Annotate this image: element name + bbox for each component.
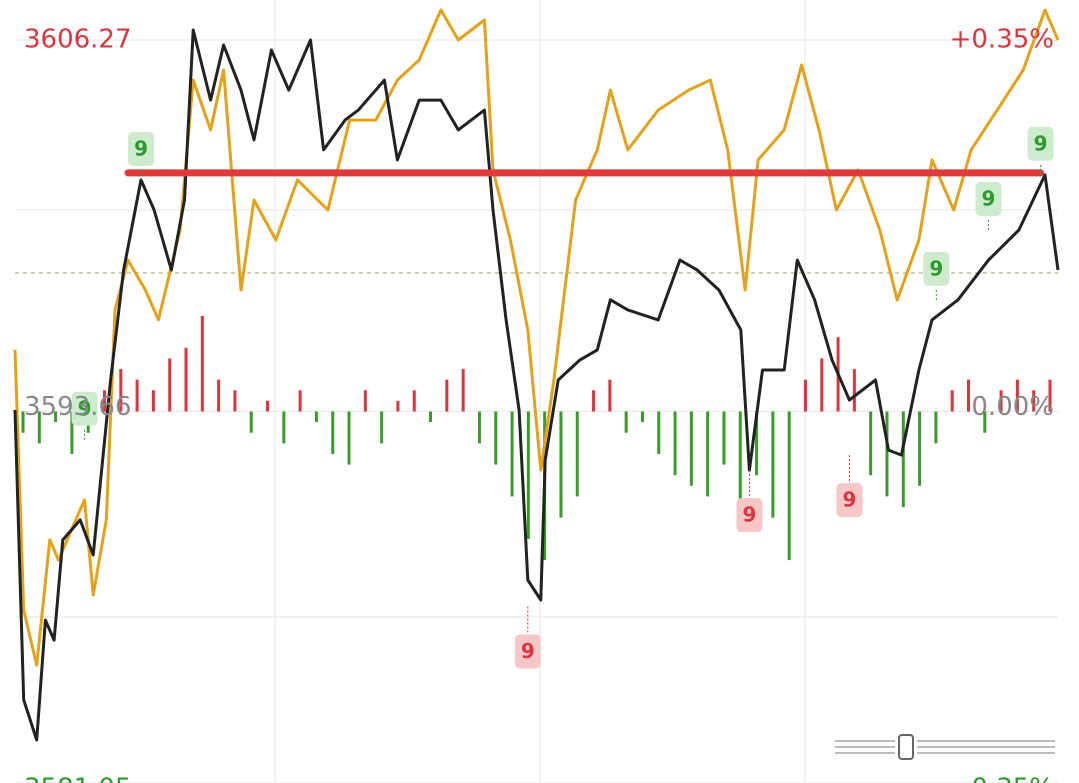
spread-bar [885, 411, 889, 497]
spread-bar [445, 379, 449, 412]
annotation-text: 9 [742, 503, 756, 527]
series-line [13, 28, 1060, 742]
spread-bar [983, 411, 987, 433]
y2-tick-label: -0.35% [962, 774, 1054, 783]
annotation-text: 9 [521, 639, 535, 663]
spread-bar [657, 411, 661, 454]
spread-bar [151, 390, 155, 412]
spread-bar [608, 379, 612, 412]
y2-tick-label: +0.35% [950, 25, 1054, 55]
annotation-tag [736, 498, 763, 533]
spread-bar [787, 411, 791, 561]
spread-bar [233, 390, 237, 412]
spread-bar [429, 411, 433, 423]
spread-bar [54, 411, 58, 423]
spread-bar [217, 379, 221, 412]
spread-bar [1048, 379, 1052, 412]
y-tick-label: 3606.27 [24, 25, 132, 55]
annotation-tag [975, 182, 1002, 217]
spread-bar [901, 411, 905, 508]
spread-bar [37, 411, 41, 444]
annotation-text: 9 [842, 488, 856, 512]
annotation-text: 9 [929, 256, 943, 280]
spread-bar [869, 411, 873, 476]
spread-bar [999, 390, 1003, 412]
spread-bar [950, 390, 954, 412]
annotation-text: 9 [1034, 131, 1048, 155]
spread-bar [934, 411, 938, 444]
plot: 9 9 9 9 9 9 9 9 3581.05 3593.66 3606.27 -0.35% 0.00%… [13, 8, 1060, 783]
spread-bar [592, 390, 596, 412]
spread-bar [396, 400, 400, 412]
spread-bar [966, 379, 970, 412]
spread-bar [168, 358, 172, 412]
y2-tick-label: 0.00% [971, 392, 1054, 422]
spread-bar [298, 390, 302, 412]
spread-bar [314, 411, 318, 423]
spread-bar [918, 411, 922, 486]
spread-bar [21, 411, 25, 433]
y-tick-label: 3581.05 [24, 774, 132, 783]
spread-bar [347, 411, 351, 465]
spread-bar [249, 411, 253, 433]
y-tick-label: 3593.66 [24, 392, 132, 422]
spread-bar [380, 411, 384, 444]
spread-bar [771, 411, 775, 518]
spread-bar [722, 411, 726, 465]
spread-bar [1032, 390, 1036, 412]
spread-bar [510, 411, 514, 497]
annotation-text: 9 [134, 136, 148, 160]
spread-bar [494, 411, 498, 465]
spread-bar [135, 379, 139, 412]
spread-bar [673, 411, 677, 476]
spread-bar [755, 411, 759, 476]
annotation-tag [514, 634, 541, 669]
annotation-text: 9 [78, 396, 92, 420]
slider-icon [835, 734, 1055, 760]
spread-bar [820, 358, 824, 412]
spread-bar [1015, 379, 1019, 412]
spread-bar [266, 400, 270, 412]
spread-bar [119, 369, 123, 412]
annotation-tag [128, 131, 155, 166]
spread-bar [70, 411, 74, 454]
spread-bar [803, 379, 807, 412]
series-line [13, 8, 1060, 667]
annotation-tag [71, 391, 98, 426]
spread-bar [640, 411, 644, 423]
spread-bar [200, 315, 204, 412]
spread-bar [282, 411, 286, 444]
spread-bar [738, 411, 742, 508]
annotation-text: 9 [982, 187, 996, 211]
spread-bar [363, 390, 367, 412]
spread-bar [559, 411, 563, 518]
spread-bar [412, 390, 416, 412]
spread-bar [624, 411, 628, 433]
spread-bar [575, 411, 579, 497]
spread-bar [526, 411, 530, 539]
annotation-tag [836, 483, 863, 518]
spread-bar [689, 411, 693, 486]
spread-bar [184, 347, 188, 412]
annotation-tag [923, 251, 950, 286]
annotation-tag [1027, 126, 1054, 161]
spread-bar [477, 411, 481, 444]
spread-bar [331, 411, 335, 454]
spread-bar [852, 369, 856, 412]
spread-bar [103, 390, 107, 412]
spread-bar [706, 411, 710, 497]
spread-bar [461, 369, 465, 412]
